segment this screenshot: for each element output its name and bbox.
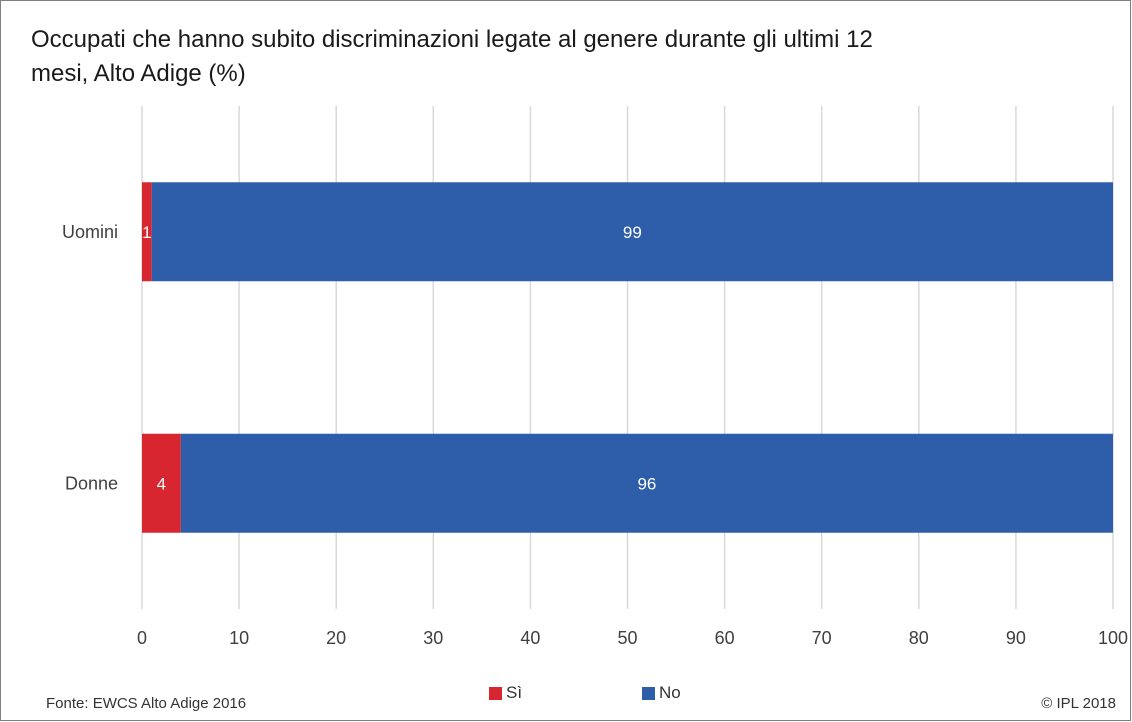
- data-label: 96: [637, 474, 656, 493]
- x-tick-label: 80: [909, 628, 929, 648]
- copyright-note: © IPL 2018: [1041, 695, 1116, 712]
- x-tick-label: 20: [326, 628, 346, 648]
- category-label: Donne: [65, 473, 118, 493]
- legend-label-si: Sì: [506, 683, 523, 702]
- x-tick-label: 60: [715, 628, 735, 648]
- chart-title: Occupati che hanno subito discriminazion…: [31, 26, 873, 87]
- x-tick-label: 40: [520, 628, 540, 648]
- legend-swatch-si: [489, 686, 502, 700]
- source-note: Fonte: EWCS Alto Adige 2016: [46, 695, 247, 712]
- x-tick-label: 70: [812, 628, 832, 648]
- x-tick-label: 30: [423, 628, 443, 648]
- bar-segment: [180, 433, 1114, 533]
- bar-segment: [142, 433, 181, 533]
- legend-item-si: Sì: [489, 683, 522, 703]
- legend-label-no: No: [659, 683, 681, 702]
- bar-segment: [142, 182, 152, 282]
- x-tick-label: 50: [617, 628, 637, 648]
- category-label: Uomini: [62, 222, 118, 242]
- x-tick-label: 10: [229, 628, 249, 648]
- x-tick-label: 100: [1098, 628, 1128, 648]
- data-label: 99: [623, 223, 642, 242]
- bar-segment: [151, 182, 1113, 282]
- data-label: 1: [142, 223, 151, 242]
- x-tick-label: 0: [137, 628, 147, 648]
- data-label: 4: [157, 474, 166, 493]
- x-tick-label: 90: [1006, 628, 1026, 648]
- legend-swatch-no: [642, 686, 655, 700]
- legend-item-no: No: [642, 683, 681, 703]
